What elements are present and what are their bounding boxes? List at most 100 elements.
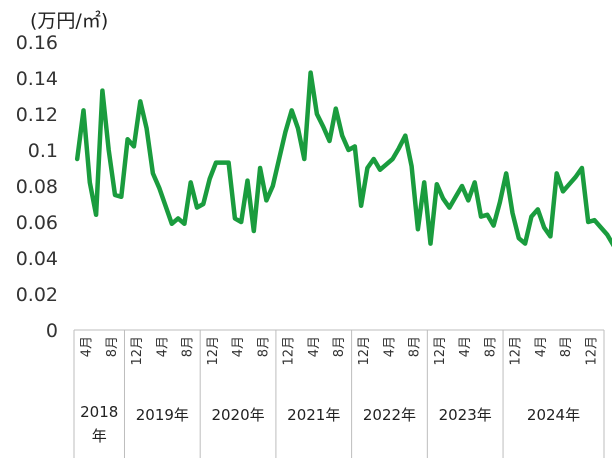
x-tick-label: 8月 [181, 336, 196, 357]
data-point [409, 164, 413, 168]
data-point [258, 166, 262, 170]
y-tick-label: 0.14 [16, 68, 58, 90]
data-point [416, 227, 420, 231]
data-point [359, 204, 363, 208]
x-tick-label: 8月 [256, 336, 271, 357]
y-tick-label: 0.08 [16, 176, 58, 198]
year-label: 2022年 [363, 406, 416, 424]
data-point [353, 144, 357, 148]
data-point [586, 220, 590, 224]
data-point [605, 232, 609, 236]
data-point [302, 157, 306, 161]
x-tick-label: 4月 [307, 336, 322, 357]
data-point [88, 180, 92, 184]
data-point [340, 133, 344, 137]
data-point [454, 195, 458, 199]
data-point [555, 171, 559, 175]
data-point [163, 204, 167, 208]
data-point [138, 99, 142, 103]
data-point [599, 225, 603, 229]
data-point [100, 88, 104, 92]
data-point [271, 184, 275, 188]
data-point [403, 133, 407, 137]
x-tick-label: 12月 [433, 336, 448, 366]
data-point [422, 180, 426, 184]
data-point [517, 236, 521, 240]
x-tick-label: 4月 [382, 336, 397, 357]
x-tick-label: 4月 [155, 336, 170, 357]
year-label: 2021年 [287, 406, 340, 424]
data-point [321, 124, 325, 128]
data-point [435, 182, 439, 186]
data-point [144, 126, 148, 130]
data-point [252, 229, 256, 233]
data-point [132, 144, 136, 148]
year-label: 2023年 [439, 406, 492, 424]
data-point [529, 214, 533, 218]
x-tick-label: 12月 [509, 336, 524, 366]
data-point [592, 218, 596, 222]
data-point [365, 166, 369, 170]
y-tick-label: 0.06 [16, 212, 58, 234]
data-point [245, 178, 249, 182]
data-point [125, 137, 129, 141]
data-point [201, 202, 205, 206]
y-tick-label: 0.02 [16, 284, 58, 306]
x-tick-label: 8月 [483, 336, 498, 357]
data-point [75, 157, 79, 161]
data-point [460, 184, 464, 188]
x-tick-label: 12月 [130, 336, 145, 366]
unit-label: (万円/㎡) [30, 10, 109, 32]
data-point [195, 205, 199, 209]
x-tick-label: 8月 [332, 336, 347, 357]
data-point [170, 222, 174, 226]
data-point [327, 139, 331, 143]
x-tick-label: 4月 [80, 336, 95, 357]
data-point [226, 160, 230, 164]
x-tick-label: 12月 [282, 336, 297, 366]
data-point [157, 186, 161, 190]
data-point [473, 180, 477, 184]
data-point [390, 157, 394, 161]
data-point [81, 108, 85, 112]
data-point [536, 207, 540, 211]
x-tick-label: 8月 [408, 336, 423, 357]
data-point [346, 148, 350, 152]
y-tick-label: 0.04 [16, 248, 58, 270]
data-point [334, 106, 338, 110]
data-point [308, 70, 312, 74]
data-point [504, 171, 508, 175]
data-point [397, 146, 401, 150]
data-point [189, 180, 193, 184]
data-point [447, 205, 451, 209]
data-point [561, 189, 565, 193]
data-point [510, 211, 514, 215]
year-label: 2020年 [211, 406, 264, 424]
x-tick-label: 12月 [357, 336, 372, 366]
data-point [441, 196, 445, 200]
data-point [151, 171, 155, 175]
data-point [372, 157, 376, 161]
year-label: 年 [92, 427, 107, 445]
data-point [107, 148, 111, 152]
data-point [485, 213, 489, 217]
x-tick-label: 4月 [231, 336, 246, 357]
data-point [466, 198, 470, 202]
data-point [182, 222, 186, 226]
data-point [214, 160, 218, 164]
series-line [74, 70, 612, 248]
year-label: 2019年 [136, 406, 189, 424]
data-point [428, 241, 432, 245]
y-tick-label: 0.1 [28, 140, 58, 162]
data-point [567, 182, 571, 186]
year-label: 2024年 [527, 406, 580, 424]
data-point [378, 168, 382, 172]
data-point [277, 157, 281, 161]
data-point [113, 193, 117, 197]
x-tick-label: 12月 [206, 336, 221, 366]
data-point [283, 130, 287, 134]
data-point [119, 195, 123, 199]
data-point [296, 126, 300, 130]
data-point [573, 175, 577, 179]
y-tick-label: 0.12 [16, 104, 58, 126]
